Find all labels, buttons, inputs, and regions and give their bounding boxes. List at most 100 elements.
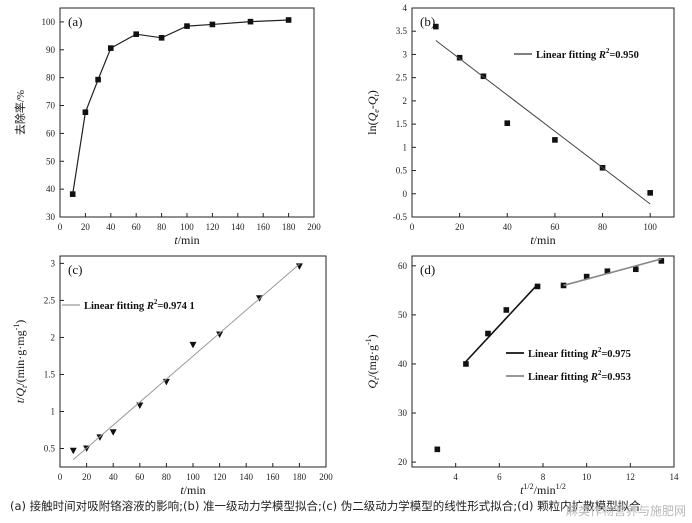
data-point [136, 402, 144, 410]
y-tick-label: 1.5 [396, 119, 408, 129]
panel-label: (c) [68, 262, 82, 277]
y-tick-label: 2 [403, 96, 408, 106]
x-tick-label: 40 [109, 472, 119, 482]
data-point [295, 263, 303, 270]
data-point [82, 109, 89, 116]
y-tick-label: 0 [403, 189, 408, 199]
fit-line [72, 263, 300, 460]
data-point [285, 17, 292, 23]
fit-line [465, 283, 539, 363]
panel-label: (d) [420, 262, 435, 277]
data-point [216, 331, 224, 338]
y-axis-label: 去除率/% [13, 90, 27, 135]
data-point [463, 361, 469, 367]
x-tick-label: 160 [266, 472, 280, 482]
x-tick-label: 40 [503, 222, 513, 232]
y-tick-label: 1.5 [44, 369, 56, 379]
data-point [96, 434, 104, 441]
data-point [109, 429, 117, 436]
y-tick-label: 60 [398, 261, 408, 271]
y-tick-label: 2 [51, 332, 56, 342]
x-tick-label: 0 [58, 222, 63, 232]
x-tick-label: 20 [82, 472, 92, 482]
plot-frame [411, 255, 675, 468]
x-tick-label: 100 [643, 222, 657, 232]
y-tick-label: 40 [398, 359, 408, 369]
chart-panel-b: 0 20 40 60 80 100-0.500.511.522.533.54(b)t/mi… [365, 3, 675, 247]
y-tick-label: 60 [46, 128, 56, 138]
x-tick-label: 20 [81, 222, 91, 232]
y-tick-label: 3.5 [396, 26, 408, 36]
y-tick-label: 0.5 [44, 443, 56, 453]
x-tick-label: 120 [206, 222, 220, 232]
x-tick-label: 14 [670, 472, 680, 482]
legend-label: Linear fitting R2=0.953 [528, 369, 631, 383]
data-point [534, 283, 541, 290]
data-point [209, 21, 216, 28]
panel-label: (b) [420, 14, 435, 29]
data-point [456, 54, 463, 61]
x-tick-label: 200 [319, 472, 333, 482]
y-tick-label: 20 [398, 457, 408, 467]
x-axis-label: t/min [174, 233, 199, 247]
x-tick-label: 100 [180, 222, 194, 232]
x-tick-label: 80 [162, 472, 172, 482]
data-point [485, 330, 491, 337]
x-tick-label: 0 [410, 222, 415, 232]
data-point [95, 76, 101, 83]
legend-label: Linear fitting R2=0.974 1 [84, 298, 195, 312]
fit-line [435, 40, 651, 205]
x-tick-label: 40 [106, 222, 116, 232]
data-point [247, 18, 254, 25]
plot-frame [411, 7, 675, 218]
y-tick-label: 3 [51, 258, 56, 268]
y-tick-label: 3 [403, 49, 408, 59]
y-tick-label: 30 [398, 408, 408, 418]
data-point [158, 35, 165, 41]
y-tick-label: -0.5 [393, 212, 408, 222]
data-point [552, 137, 558, 143]
data-point [108, 45, 114, 51]
data-point [632, 266, 639, 273]
fit-line [563, 258, 662, 287]
x-tick-label: 60 [550, 222, 560, 232]
figure-caption: (a) 接触时间对吸附铬溶液的影响;(b) 准一级动力学模型拟合;(c) 伪二级… [10, 499, 641, 513]
x-tick-label: 160 [256, 222, 270, 232]
x-tick-label: 200 [307, 222, 321, 232]
watermark: 麻类作物营养与施肥网 [565, 504, 686, 518]
data-point [658, 258, 665, 264]
y-tick-label: 90 [46, 45, 56, 55]
data-point [184, 23, 190, 29]
x-tick-label: 6 [497, 472, 502, 482]
y-tick-label: 1 [51, 406, 56, 416]
x-tick-label: 12 [626, 472, 635, 482]
x-tick-label: 80 [157, 222, 167, 232]
y-tick-label: 2.5 [396, 73, 408, 83]
data-point [503, 307, 510, 313]
data-point [433, 23, 439, 30]
x-tick-label: 60 [135, 472, 145, 482]
y-tick-label: 70 [46, 101, 56, 111]
x-tick-label: 10 [582, 472, 592, 482]
y-tick-label: 80 [46, 73, 56, 83]
legend-label: Linear fitting R2=0.950 [536, 47, 639, 61]
y-axis-label: t/Qt/(min·g·mg-1) [12, 320, 29, 404]
x-tick-label: 180 [293, 472, 307, 482]
y-tick-label: 0.5 [396, 166, 408, 176]
chart-panel-d: 4 6 8 10 12 14 20 30 40 50 60 (d) t1/2/min1/2 Qt/(mg·… [364, 255, 680, 497]
data-point [647, 190, 653, 196]
chart-panel-a: 0 20 40 60 80 100 120 140 160 180 200 30 40 50 60 70 80 9… [13, 7, 321, 247]
data-point [189, 341, 197, 349]
y-tick-label: 1 [403, 142, 408, 152]
series-line [72, 19, 289, 195]
data-point [504, 120, 511, 126]
data-point [69, 191, 76, 197]
data-point [69, 447, 77, 455]
x-tick-label: 140 [239, 472, 253, 482]
x-tick-label: 140 [231, 222, 245, 232]
data-point [604, 268, 611, 275]
data-point [434, 446, 441, 453]
x-tick-label: 4 [453, 472, 458, 482]
y-tick-label: 50 [46, 156, 56, 166]
y-axis-label: ln(Qe-Qt) [365, 90, 381, 134]
